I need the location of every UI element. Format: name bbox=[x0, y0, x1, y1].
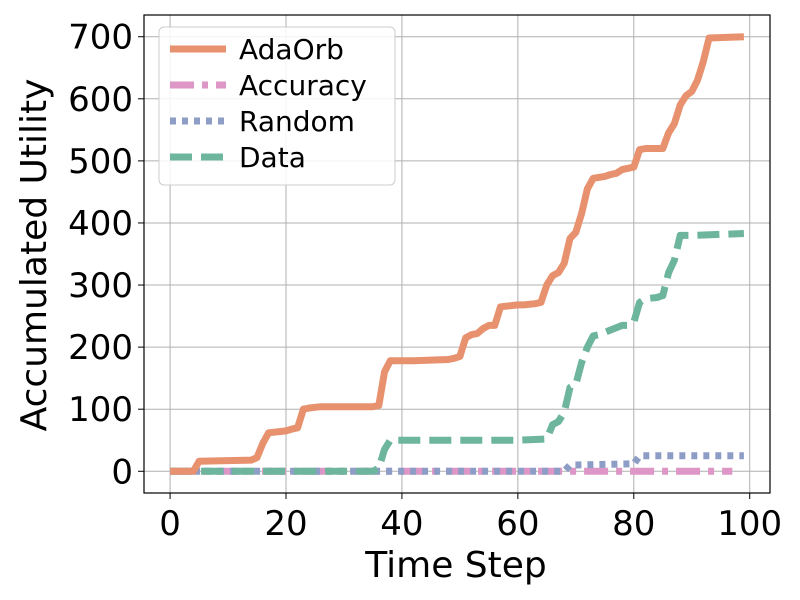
legend-label-data: Data bbox=[239, 141, 306, 174]
x-tick-label: 100 bbox=[717, 504, 782, 544]
series-line-random bbox=[170, 452, 744, 475]
y-tick-label: 700 bbox=[68, 18, 133, 58]
plot-frame bbox=[143, 14, 771, 494]
x-tick-label: 20 bbox=[264, 504, 307, 544]
legend-label-adaorb: AdaOrb bbox=[239, 33, 344, 66]
series-layer bbox=[170, 33, 745, 475]
y-tick-label: 200 bbox=[68, 328, 133, 368]
legend-label-random: Random bbox=[239, 105, 355, 138]
y-tick-label: 500 bbox=[68, 142, 133, 182]
y-tick-label: 400 bbox=[68, 204, 133, 244]
x-axis-ticks: 0 20 40 60 80 100 bbox=[159, 493, 782, 544]
x-axis-label: Time Step bbox=[364, 545, 547, 586]
series-line-adaorb bbox=[170, 33, 745, 475]
series-line-data bbox=[170, 230, 745, 475]
x-tick-label: 0 bbox=[159, 504, 181, 544]
y-axis-ticks: 0 100 200 300 400 500 600 700 bbox=[68, 18, 144, 492]
y-axis-label: Accumulated Utility bbox=[14, 79, 55, 432]
y-tick-label: 100 bbox=[68, 390, 133, 430]
x-tick-label: 40 bbox=[380, 504, 423, 544]
y-tick-label: 600 bbox=[68, 80, 133, 120]
x-tick-label: 80 bbox=[612, 504, 655, 544]
y-tick-label: 0 bbox=[111, 452, 133, 492]
legend-label-accuracy: Accuracy bbox=[239, 69, 367, 102]
legend-box bbox=[158, 26, 396, 186]
y-tick-label: 300 bbox=[68, 266, 133, 306]
x-tick-label: 60 bbox=[496, 504, 539, 544]
